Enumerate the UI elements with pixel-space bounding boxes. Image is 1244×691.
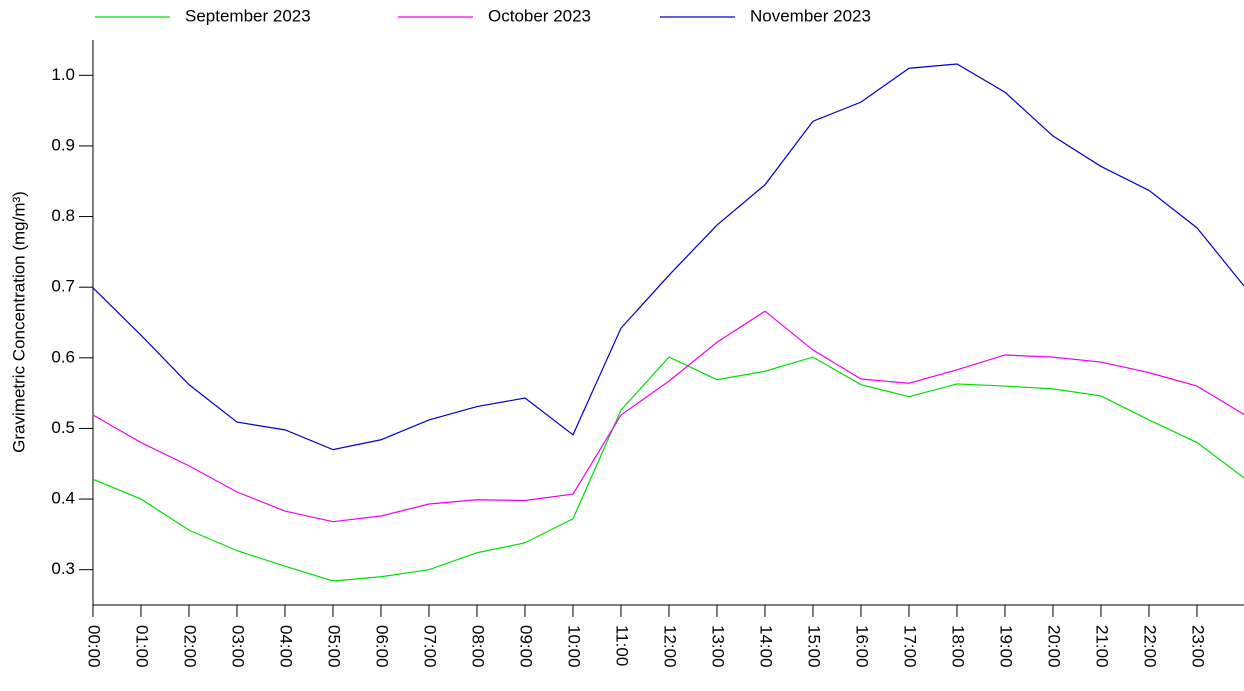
x-tick-label: 02:00 [181, 625, 200, 668]
series-line [92, 356, 1244, 582]
x-tick-label: 17:00 [901, 625, 920, 668]
x-tick-label: 20:00 [1045, 625, 1064, 668]
y-tick-label: 0.8 [51, 206, 75, 225]
x-tick-label: 19:00 [997, 625, 1016, 668]
legend-label: September 2023 [185, 6, 311, 25]
x-tick-label: 12:00 [661, 625, 680, 668]
x-tick-label: 08:00 [469, 625, 488, 668]
y-tick-label: 0.7 [51, 277, 75, 296]
x-tick-label: 13:00 [709, 625, 728, 668]
x-tick-label: 10:00 [565, 625, 584, 668]
series-line [92, 310, 1244, 523]
x-tick-label: 05:00 [325, 625, 344, 668]
series-line [92, 63, 1244, 451]
x-tick-label: 18:00 [949, 625, 968, 668]
x-tick-label: 03:00 [229, 625, 248, 668]
x-tick-label: 23:00 [1189, 625, 1208, 668]
y-tick-label: 1.0 [51, 65, 75, 84]
y-tick-label: 0.3 [51, 559, 75, 578]
y-tick-label: 0.9 [51, 135, 75, 154]
y-tick-label: 0.4 [51, 489, 75, 508]
x-tick-label: 11:00 [613, 625, 632, 666]
x-tick-label: 16:00 [853, 625, 872, 668]
x-tick-label: 14:00 [757, 625, 776, 668]
y-tick-label: 0.5 [51, 418, 75, 437]
legend-label: November 2023 [750, 6, 871, 25]
x-tick-label: 09:00 [517, 625, 536, 668]
x-tick-label: 07:00 [421, 625, 440, 668]
x-tick-label: 21:00 [1093, 625, 1112, 668]
x-tick-label: 04:00 [277, 625, 296, 668]
x-tick-label: 22:00 [1141, 625, 1160, 668]
y-tick-label: 0.6 [51, 347, 75, 366]
x-tick-label: 15:00 [805, 625, 824, 668]
y-axis-label: Gravimetric Concentration (mg/m³) [9, 191, 28, 453]
x-tick-label: 00:00 [85, 625, 104, 668]
legend-label: October 2023 [488, 6, 591, 25]
x-tick-label: 01:00 [133, 625, 152, 668]
x-tick-label: 06:00 [373, 625, 392, 668]
